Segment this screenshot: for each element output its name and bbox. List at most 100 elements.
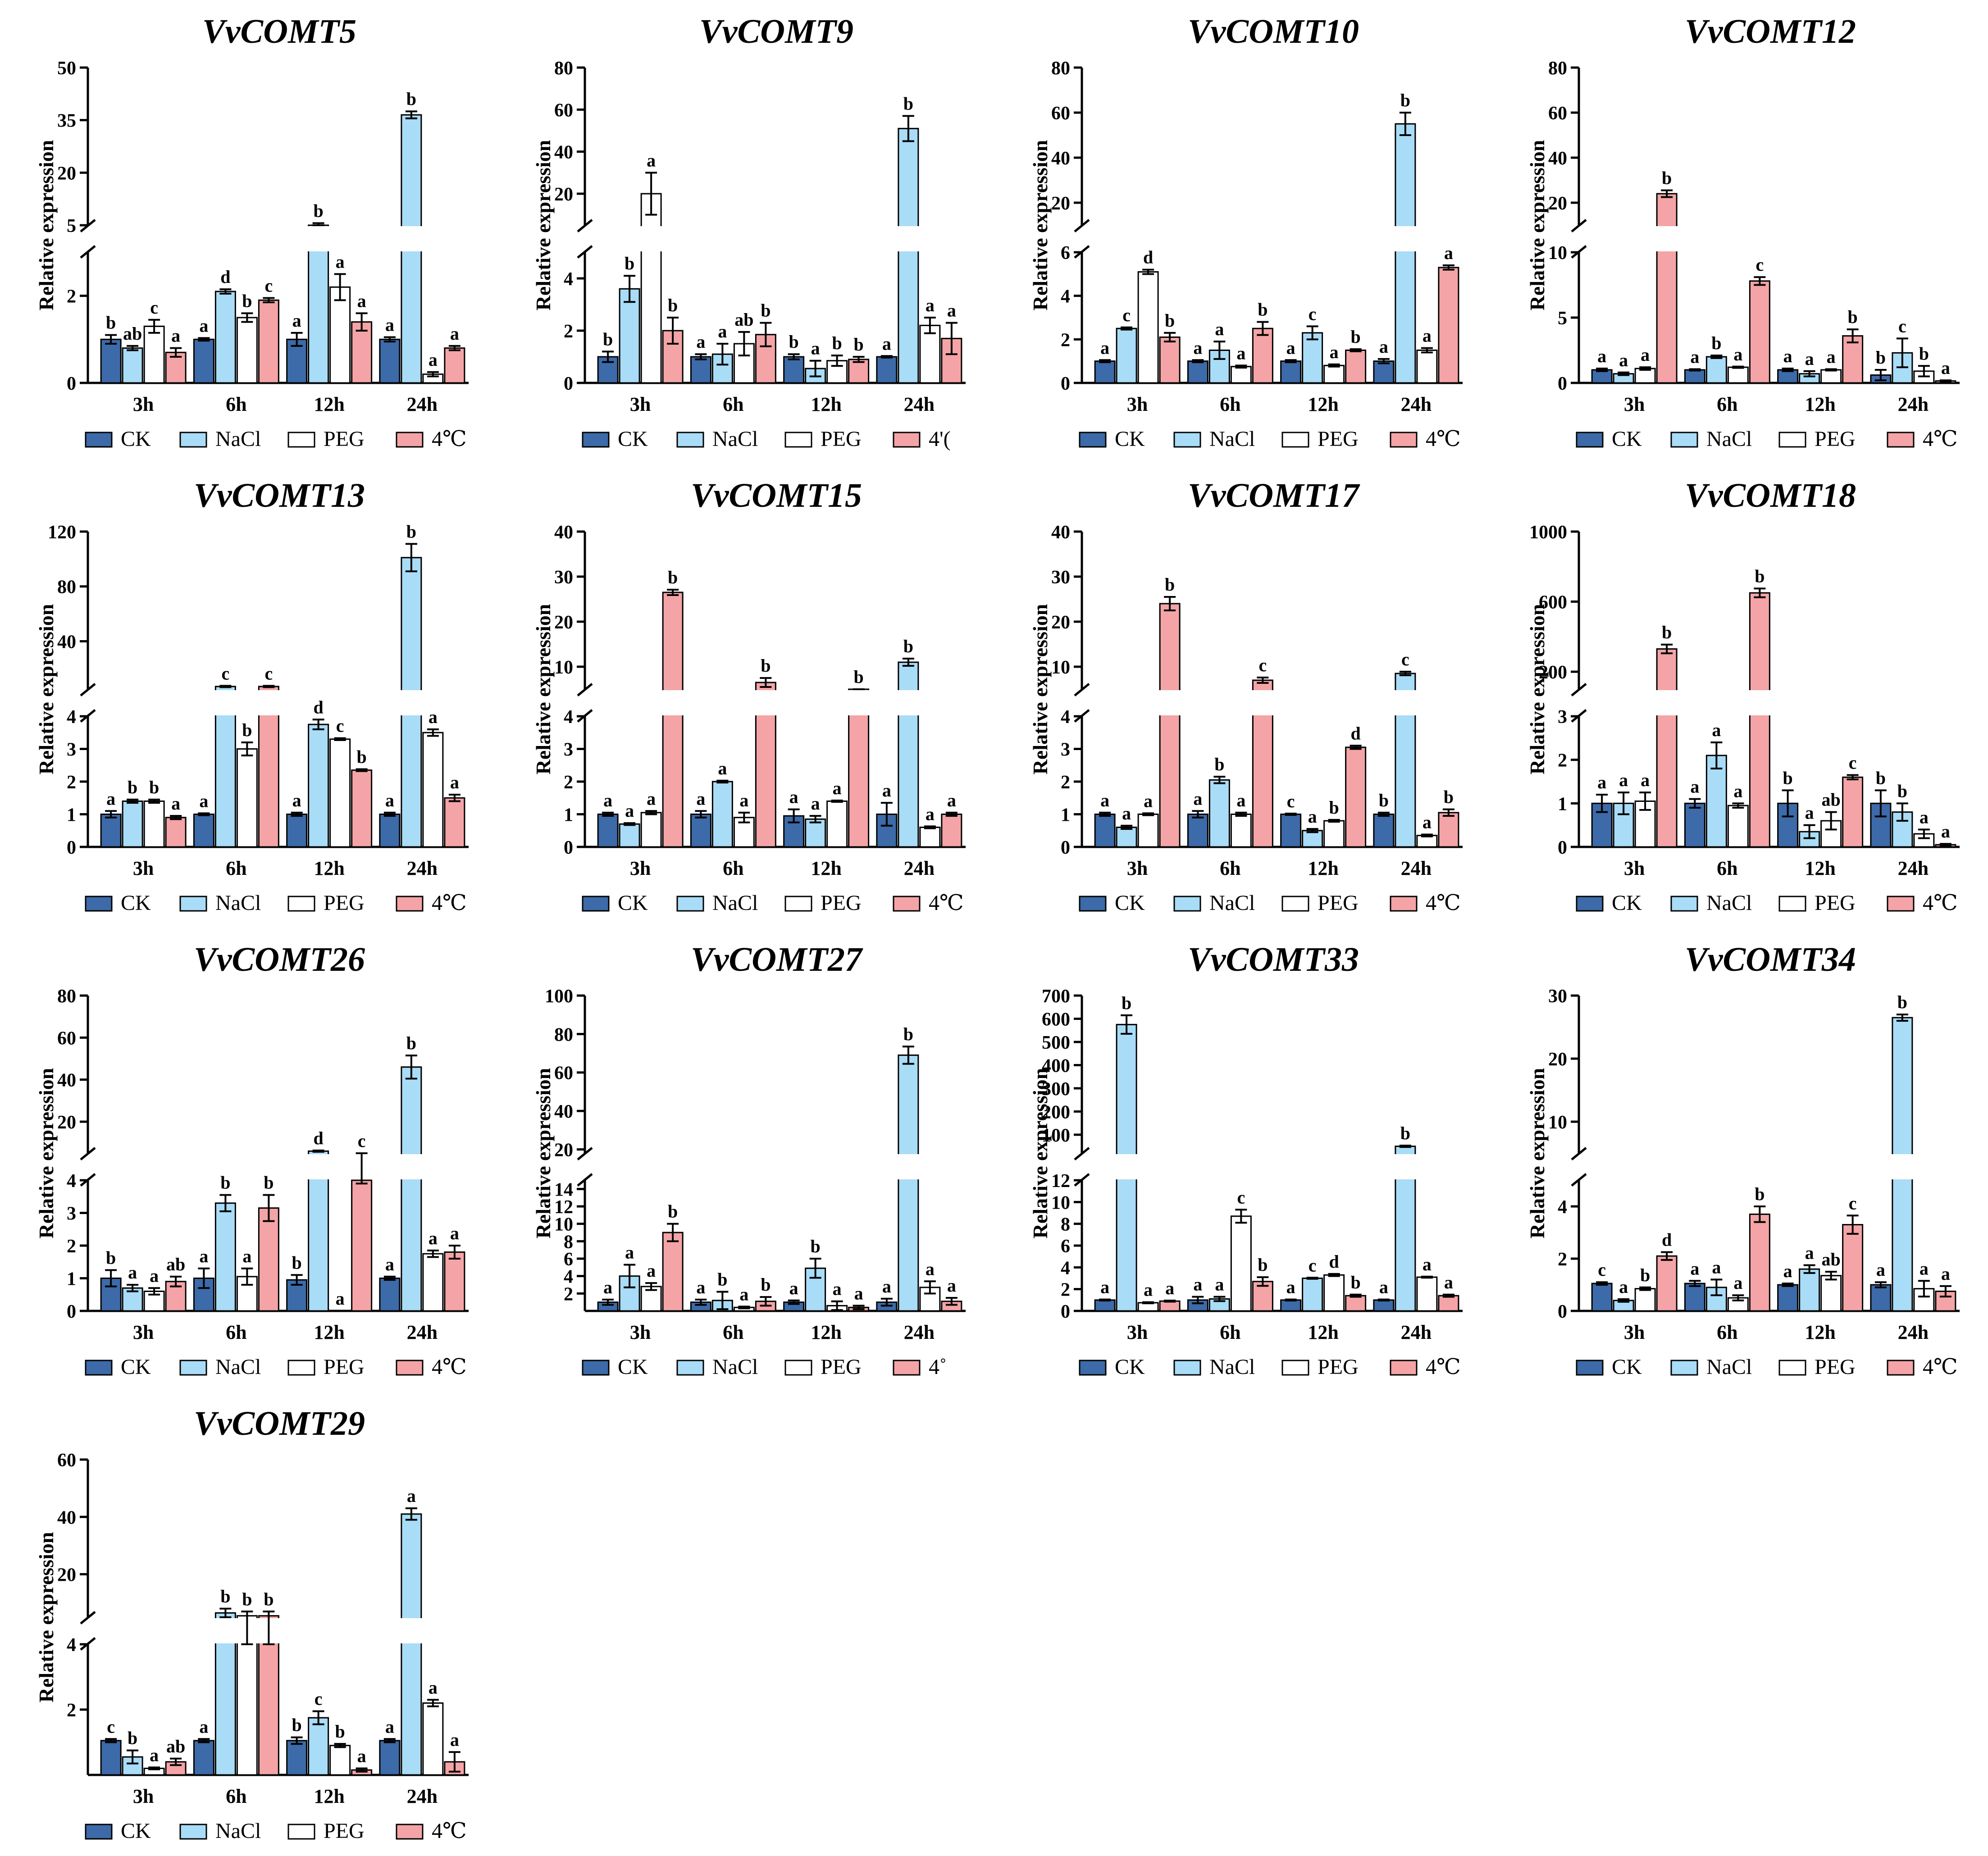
significance-letter: b bbox=[264, 1589, 274, 1609]
legend-swatch bbox=[85, 1824, 113, 1840]
bar bbox=[100, 814, 122, 848]
y-tick-label: 0 bbox=[67, 373, 76, 394]
legend-swatch bbox=[1576, 896, 1604, 912]
significance-letter: a bbox=[647, 788, 656, 809]
legend-label: NaCl bbox=[1706, 891, 1752, 915]
bar-break-gap bbox=[400, 226, 423, 251]
significance-letter: a bbox=[647, 150, 656, 170]
y-tick-label: 40 bbox=[1548, 148, 1567, 169]
significance-letter: c bbox=[221, 663, 229, 683]
significance-letter: c bbox=[1849, 753, 1857, 773]
y-tick-label: 200 bbox=[1042, 1102, 1070, 1123]
y-tick-label: 8 bbox=[564, 1232, 573, 1252]
x-tick-label: 12h bbox=[314, 1785, 344, 1807]
significance-letter: d bbox=[314, 697, 324, 717]
significance-letter: a bbox=[833, 1279, 842, 1299]
significance-letter: a bbox=[739, 790, 748, 810]
y-tick-label: 60 bbox=[554, 100, 573, 121]
x-tick-label: 3h bbox=[133, 393, 154, 415]
x-tick-label: 12h bbox=[314, 393, 344, 415]
bar bbox=[329, 1745, 351, 1776]
axis-break-mark bbox=[1074, 219, 1090, 232]
significance-letter: c bbox=[1122, 305, 1131, 325]
bar bbox=[1280, 360, 1302, 384]
legend-swatch bbox=[287, 432, 315, 448]
significance-letter: b bbox=[1897, 992, 1907, 1012]
bar bbox=[1302, 830, 1323, 848]
significance-letter: a bbox=[718, 321, 727, 341]
bar bbox=[1438, 1295, 1459, 1312]
bar bbox=[351, 769, 373, 848]
significance-letter: b bbox=[220, 1586, 230, 1606]
significance-letter: a bbox=[947, 790, 956, 810]
legend-swatch bbox=[179, 896, 207, 912]
bar-break-gap bbox=[1394, 226, 1417, 251]
bar bbox=[1591, 1283, 1613, 1312]
chart-panel: VvCOMT27 Relative expression 2 4 6 8 10 12 14 20 4… bbox=[497, 928, 994, 1392]
y-tick-label: 2 bbox=[67, 1236, 76, 1257]
bar-break-gap bbox=[1394, 690, 1417, 715]
y-tick-label: 4 bbox=[1061, 287, 1070, 307]
significance-letter: b bbox=[149, 777, 159, 797]
y-tick-label: 3 bbox=[67, 740, 76, 760]
x-tick-label: 3h bbox=[630, 1321, 651, 1343]
significance-letter: b bbox=[335, 1721, 345, 1742]
significance-letter: b bbox=[357, 746, 367, 767]
axis-break-mark bbox=[1571, 683, 1587, 696]
y-tick-label: 1000 bbox=[1529, 522, 1567, 543]
bar bbox=[1323, 1274, 1345, 1312]
bar bbox=[1705, 356, 1727, 384]
bar-break-gap bbox=[1891, 1154, 1914, 1179]
legend-swatch bbox=[1670, 432, 1698, 448]
y-tick-label: 30 bbox=[1548, 986, 1567, 1007]
chart-title: VvCOMT27 bbox=[691, 941, 863, 978]
y-tick-label: 0 bbox=[1061, 1301, 1070, 1322]
y-tick-label: 2 bbox=[1061, 330, 1070, 350]
significance-letter: b bbox=[761, 300, 771, 321]
y-tick-label: 10 bbox=[554, 1215, 573, 1235]
y-tick-label: 30 bbox=[554, 567, 573, 588]
significance-letter: a bbox=[1236, 343, 1245, 363]
legend-label: PEG bbox=[821, 1355, 862, 1379]
bar bbox=[1230, 814, 1252, 848]
bar bbox=[1302, 332, 1323, 384]
bar bbox=[1116, 328, 1137, 384]
legend-label: 4˚ bbox=[929, 1355, 947, 1379]
x-tick-label: 6h bbox=[1717, 1321, 1737, 1343]
significance-letter: a bbox=[1641, 770, 1650, 790]
axis-break-mark bbox=[1571, 1173, 1587, 1187]
significance-letter: c bbox=[1309, 1255, 1317, 1275]
significance-letter: a bbox=[385, 1716, 394, 1737]
significance-letter: a bbox=[625, 801, 634, 821]
bar bbox=[351, 321, 373, 384]
significance-letter: b bbox=[1165, 310, 1175, 331]
bar bbox=[1373, 360, 1395, 384]
y-tick-label: 60 bbox=[57, 1450, 76, 1471]
significance-letter: a bbox=[429, 707, 438, 727]
bar bbox=[444, 347, 465, 384]
legend-label: 4℃ bbox=[1923, 427, 1958, 451]
significance-letter: a bbox=[1619, 350, 1628, 370]
significance-letter: a bbox=[1236, 790, 1245, 810]
significance-letter: a bbox=[1423, 326, 1432, 346]
y-tick-label: 40 bbox=[57, 1507, 76, 1528]
y-tick-label: 300 bbox=[1042, 1079, 1070, 1100]
legend-swatch bbox=[1390, 432, 1418, 448]
legend-swatch bbox=[784, 432, 812, 448]
x-tick-label: 24h bbox=[407, 393, 438, 415]
x-tick-label: 6h bbox=[1717, 857, 1737, 879]
chart-svg: VvCOMT17 Relative expression 0 1 2 3 4 10 20 30 40… bbox=[1029, 477, 1463, 915]
legend-swatch bbox=[893, 896, 921, 912]
significance-letter: c bbox=[1287, 791, 1295, 811]
significance-letter: a bbox=[1423, 1254, 1432, 1274]
legend-label: NaCl bbox=[712, 891, 758, 915]
significance-letter: b bbox=[406, 521, 416, 541]
y-tick-label: 200 bbox=[1539, 662, 1567, 683]
y-tick-label: 1 bbox=[1558, 794, 1567, 814]
y-axis-label: Relative expression bbox=[1029, 604, 1052, 775]
bar bbox=[783, 356, 805, 384]
x-tick-label: 24h bbox=[904, 1321, 935, 1343]
y-axis-label: Relative expression bbox=[1526, 604, 1549, 775]
legend-swatch bbox=[1576, 432, 1604, 448]
bar bbox=[379, 814, 401, 848]
